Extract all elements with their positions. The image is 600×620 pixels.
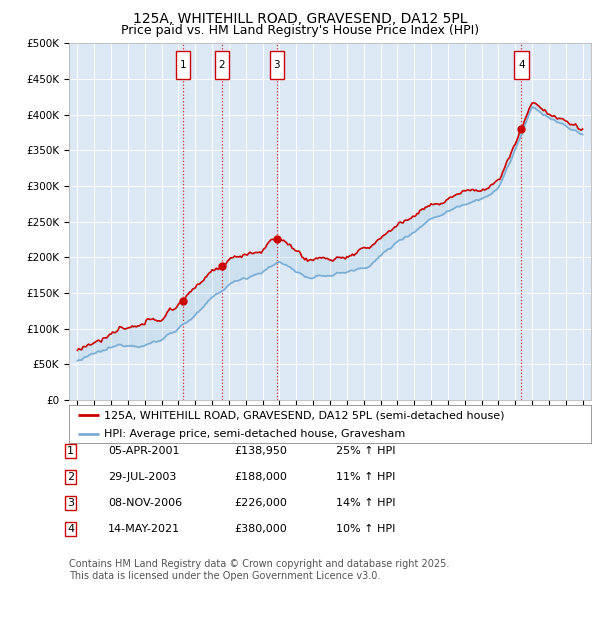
Text: £188,000: £188,000 <box>234 472 287 482</box>
Text: HPI: Average price, semi-detached house, Gravesham: HPI: Average price, semi-detached house,… <box>104 430 406 440</box>
FancyBboxPatch shape <box>215 51 229 79</box>
Text: 1: 1 <box>67 446 74 456</box>
Text: 05-APR-2001: 05-APR-2001 <box>108 446 179 456</box>
Text: 125A, WHITEHILL ROAD, GRAVESEND, DA12 5PL (semi-detached house): 125A, WHITEHILL ROAD, GRAVESEND, DA12 5P… <box>104 410 505 420</box>
Text: £138,950: £138,950 <box>234 446 287 456</box>
Text: 11% ↑ HPI: 11% ↑ HPI <box>336 472 395 482</box>
Text: 1: 1 <box>179 60 186 70</box>
Text: 125A, WHITEHILL ROAD, GRAVESEND, DA12 5PL: 125A, WHITEHILL ROAD, GRAVESEND, DA12 5P… <box>133 12 467 27</box>
Text: 25% ↑ HPI: 25% ↑ HPI <box>336 446 395 456</box>
Text: £380,000: £380,000 <box>234 525 287 534</box>
Text: 2: 2 <box>218 60 225 70</box>
Text: 29-JUL-2003: 29-JUL-2003 <box>108 472 176 482</box>
Text: 3: 3 <box>67 498 74 508</box>
Text: 4: 4 <box>67 525 74 534</box>
Text: £226,000: £226,000 <box>234 498 287 508</box>
Text: 14-MAY-2021: 14-MAY-2021 <box>108 525 180 534</box>
Text: Contains HM Land Registry data © Crown copyright and database right 2025.
This d: Contains HM Land Registry data © Crown c… <box>69 559 449 581</box>
Text: 08-NOV-2006: 08-NOV-2006 <box>108 498 182 508</box>
Text: 2: 2 <box>67 472 74 482</box>
FancyBboxPatch shape <box>514 51 529 79</box>
Text: 10% ↑ HPI: 10% ↑ HPI <box>336 525 395 534</box>
FancyBboxPatch shape <box>176 51 190 79</box>
FancyBboxPatch shape <box>270 51 284 79</box>
Text: 4: 4 <box>518 60 525 70</box>
Text: 14% ↑ HPI: 14% ↑ HPI <box>336 498 395 508</box>
Text: Price paid vs. HM Land Registry's House Price Index (HPI): Price paid vs. HM Land Registry's House … <box>121 24 479 37</box>
Text: 3: 3 <box>274 60 280 70</box>
